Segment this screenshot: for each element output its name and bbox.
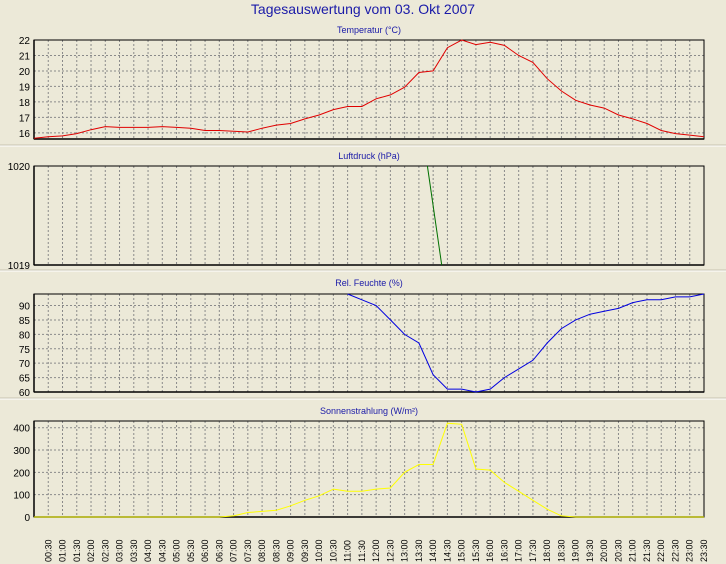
y-tick-label-2-2: 80 [19, 330, 31, 341]
x-tick-label-1: 01:00 [58, 539, 68, 562]
x-tick-label-12: 06:30 [214, 539, 224, 562]
chart-main-title: Tagesauswertung vom 03. Okt 2007 [250, 1, 476, 17]
y-tick-label-0-0: 22 [19, 36, 31, 47]
y-tick-label-0-2: 20 [19, 67, 31, 78]
y-tick-label-0-1: 21 [19, 51, 31, 62]
x-tick-label-38: 19:30 [585, 539, 595, 562]
x-tick-label-41: 21:00 [628, 539, 638, 562]
x-tick-label-17: 09:00 [286, 539, 296, 562]
y-tick-label-2-6: 60 [19, 388, 31, 399]
y-tick-label-2-4: 70 [19, 359, 31, 370]
panel-title-1: Luftdruck (hPa) [338, 151, 400, 161]
y-tick-label-2-0: 90 [19, 302, 31, 313]
x-tick-label-7: 04:00 [143, 539, 153, 562]
x-tick-label-26: 13:30 [414, 539, 424, 562]
x-tick-label-6: 03:30 [129, 539, 139, 562]
x-tick-label-25: 13:00 [400, 539, 410, 562]
x-tick-label-44: 22:30 [670, 539, 680, 562]
y-tick-label-3-1: 300 [13, 446, 30, 457]
x-tick-label-14: 07:30 [243, 539, 253, 562]
y-tick-label-0-6: 16 [19, 129, 31, 140]
x-tick-label-13: 07:00 [229, 539, 239, 562]
x-tick-label-35: 18:00 [542, 539, 552, 562]
plot-frame-1 [33, 165, 705, 266]
x-tick-label-20: 10:30 [328, 539, 338, 562]
x-tick-label-2: 01:30 [72, 539, 82, 562]
x-tick-label-4: 02:30 [100, 539, 110, 562]
x-tick-label-15: 08:00 [257, 539, 267, 562]
series-line-3 [34, 422, 704, 518]
x-tick-label-39: 20:00 [599, 539, 609, 562]
x-tick-label-0: 00:30 [43, 539, 53, 562]
x-tick-label-21: 11:00 [343, 540, 353, 562]
x-tick-label-22: 11:30 [357, 540, 367, 562]
x-tick-label-34: 17:30 [528, 539, 538, 562]
y-tick-label-0-3: 19 [19, 82, 31, 93]
x-tick-label-43: 22:00 [656, 539, 666, 562]
x-tick-label-9: 05:00 [172, 539, 182, 562]
y-tick-label-0-4: 18 [19, 98, 31, 109]
plot-frame-3 [33, 420, 705, 518]
x-tick-label-18: 09:30 [300, 539, 310, 562]
panel-title-3: Sonnenstrahlung (W/m²) [320, 406, 418, 416]
y-tick-label-3-3: 100 [13, 491, 30, 502]
y-tick-label-0-5: 17 [19, 113, 31, 124]
x-tick-label-16: 08:30 [271, 539, 281, 562]
series-line-1 [426, 165, 443, 266]
y-tick-label-3-2: 200 [13, 468, 30, 479]
y-tick-label-3-4: 0 [24, 513, 30, 524]
panel-title-2: Rel. Feuchte (%) [335, 278, 403, 288]
series-line-0 [34, 39, 704, 139]
y-tick-label-1-1: 1019 [8, 261, 31, 272]
x-tick-label-28: 14:30 [442, 539, 452, 562]
x-tick-label-40: 20:30 [613, 539, 623, 562]
x-tick-label-24: 12:30 [385, 539, 395, 562]
x-tick-label-3: 02:00 [86, 539, 96, 562]
x-tick-label-23: 12:00 [371, 539, 381, 562]
panel-title-0: Temperatur (°C) [337, 25, 401, 35]
x-tick-label-19: 10:00 [314, 539, 324, 562]
x-tick-label-31: 16:00 [485, 539, 495, 562]
x-tick-label-46: 23:30 [699, 539, 709, 562]
x-tick-label-8: 04:30 [157, 539, 167, 562]
x-tick-label-32: 16:30 [499, 539, 509, 562]
x-tick-label-33: 17:00 [514, 539, 524, 562]
x-tick-label-36: 18:30 [556, 539, 566, 562]
plot-frame-0 [33, 39, 705, 140]
x-tick-label-11: 06:00 [200, 539, 210, 562]
y-tick-label-3-0: 400 [13, 424, 30, 435]
x-tick-label-30: 15:30 [471, 539, 481, 562]
series-line-2 [347, 293, 704, 393]
y-tick-label-2-5: 65 [19, 374, 31, 385]
x-tick-label-27: 14:00 [428, 539, 438, 562]
x-tick-label-5: 03:00 [115, 539, 125, 562]
x-tick-label-10: 05:30 [186, 539, 196, 562]
x-tick-label-29: 15:00 [457, 539, 467, 562]
x-tick-label-45: 23:00 [685, 539, 695, 562]
y-tick-label-1-0: 1020 [8, 162, 31, 173]
y-tick-label-2-1: 85 [19, 316, 31, 327]
x-tick-label-42: 21:30 [642, 539, 652, 562]
y-tick-label-2-3: 75 [19, 345, 31, 356]
x-tick-label-37: 19:00 [571, 539, 581, 562]
